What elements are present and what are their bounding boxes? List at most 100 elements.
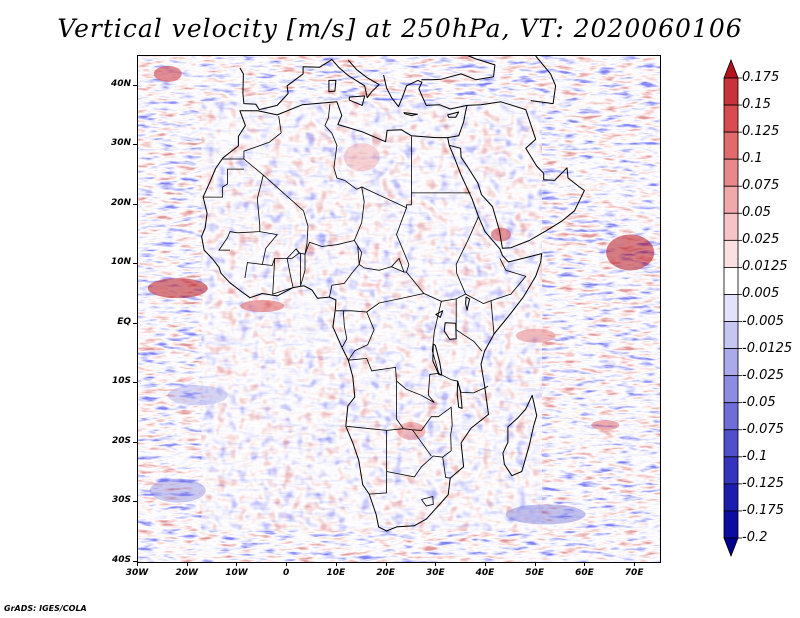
lat-label: EQ [117,316,131,327]
country-border [465,293,495,335]
africa-coastline [201,101,543,532]
lon-label: 10W [225,568,248,578]
colorbar-box [723,429,739,458]
velocity-patch [591,420,620,431]
lat-label: 40S [111,555,131,565]
colorbar-label: 0.005 [742,286,780,302]
country-border [244,231,278,279]
colorbar-box [723,294,739,322]
lon-label: 20W [175,568,198,578]
velocity-patch [167,385,228,406]
country-border [295,248,301,286]
colorbar-box [723,77,739,106]
country-border [391,257,405,273]
colorbar-label: 0.15 [742,97,771,113]
europe-coastline [239,56,557,118]
colorbar-box [723,104,739,133]
arabia-coastline [447,101,585,249]
lon-tick [485,562,486,566]
lat-label: 40N [110,78,131,89]
lat-tick [133,382,137,384]
coastlines [201,56,585,532]
country-border [304,240,355,255]
country-border [348,301,442,403]
lat-label: 10N [110,257,131,268]
country-border [341,310,348,348]
chart-title: Vertical velocity [m/s] at 250hPa, VT: 2… [57,14,743,43]
colorbar-box [723,185,739,214]
velocity-patch [343,143,380,172]
country-border [396,381,453,479]
country-border [438,372,489,394]
lat-tick [133,203,137,205]
lon-label: 20E [376,568,395,578]
lon-label: 10E [326,568,346,578]
country-border [455,298,483,352]
lon-label: 70E [624,568,644,578]
lat-label: 30N [110,138,131,149]
country-borders [202,104,527,507]
colorbar-label: 0.125 [742,124,780,140]
colorbar-label: 0.1 [742,151,763,167]
lat-label: 10S [111,376,131,387]
colorbar-box [723,348,739,377]
lon-label: 60E [575,568,594,578]
country-border [347,311,375,361]
colorbar-label: -0.075 [742,421,784,437]
lat-tick [133,84,137,86]
country-border [324,104,345,181]
velocity-patch [515,328,556,343]
colorbar-box [723,510,739,539]
colorbar-label: 0.05 [742,205,771,221]
velocity-patch [153,65,182,82]
velocity-patch [606,234,655,271]
country-border [272,258,294,295]
lon-label: 0 [283,568,290,578]
colorbar-label: -0.005 [742,313,784,329]
country-border [218,237,230,251]
colorbar-box [723,375,739,404]
lat-label: 30S [111,495,131,506]
country-border [300,254,306,286]
country-border [353,186,410,273]
colorbar-label: 0.175 [742,70,780,85]
country-border [243,116,282,159]
colorbar-box [723,131,739,160]
country-border [243,158,309,259]
lat-tick [133,501,137,503]
velocity-patch [505,504,586,525]
velocity-patches [147,65,655,525]
map-panel [137,55,661,563]
country-border [286,258,294,288]
lat-tick [133,144,137,146]
velocity-patch [149,478,206,503]
lon-label: 30W [125,568,149,578]
velocity-patch [147,278,208,299]
lat-tick [133,322,137,324]
country-border [202,168,244,198]
velocity-patch [490,227,511,242]
lon-tick [385,562,387,566]
lon-tick [286,562,288,566]
lat-tick [133,561,137,562]
colorbar-label: -0.175 [742,502,784,518]
colorbar-bottom-arrow [723,537,739,558]
lon-tick [335,562,337,566]
lat-tick [133,263,137,265]
country-border [386,455,443,478]
footer-credit: GrADS: IGES/COLA [4,604,87,613]
country-border [227,175,264,238]
lon-tick [634,562,636,566]
colorbar-box [723,239,739,268]
colorbar-box [723,267,739,295]
lon-label: 50E [525,568,545,578]
lon-tick [584,562,586,566]
country-border [398,293,424,300]
country-border [329,245,360,298]
country-border [366,298,400,313]
country-border [421,495,434,507]
country-border [412,429,432,457]
lon-tick [137,562,138,566]
colorbar-label: -0.125 [742,475,784,491]
lat-tick [133,441,137,443]
